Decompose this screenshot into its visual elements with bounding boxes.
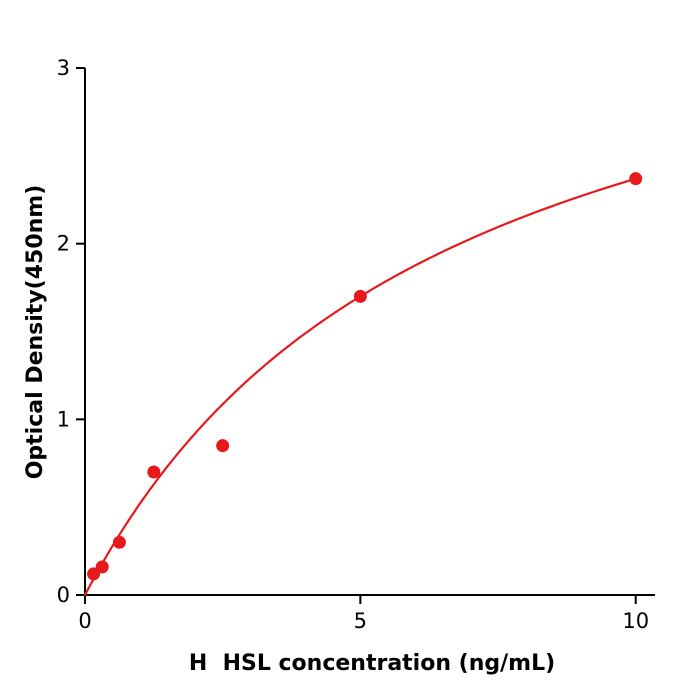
data-point bbox=[95, 560, 109, 574]
data-point bbox=[147, 465, 161, 479]
fit-curve bbox=[83, 177, 637, 597]
y-tick-label: 0 bbox=[57, 583, 70, 607]
x-tick-label: 0 bbox=[78, 609, 91, 633]
x-tick-label: 5 bbox=[354, 609, 367, 633]
y-tick-label: 2 bbox=[57, 232, 70, 256]
data-point bbox=[353, 289, 367, 303]
data-point bbox=[629, 172, 643, 186]
data-point bbox=[112, 535, 126, 549]
y-tick-label: 1 bbox=[57, 407, 70, 431]
x-tick-label: 10 bbox=[622, 609, 649, 633]
data-point bbox=[216, 439, 230, 453]
plot-area: 0 5 10 0 1 2 3 bbox=[57, 56, 655, 633]
y-axis-label: Optical Density(450nm) bbox=[23, 185, 48, 480]
data-point bbox=[87, 567, 101, 581]
y-tick-label: 3 bbox=[57, 56, 70, 80]
axis-spines bbox=[84, 68, 655, 596]
x-axis-label: H HSL concentration (ng/mL) bbox=[189, 651, 555, 676]
